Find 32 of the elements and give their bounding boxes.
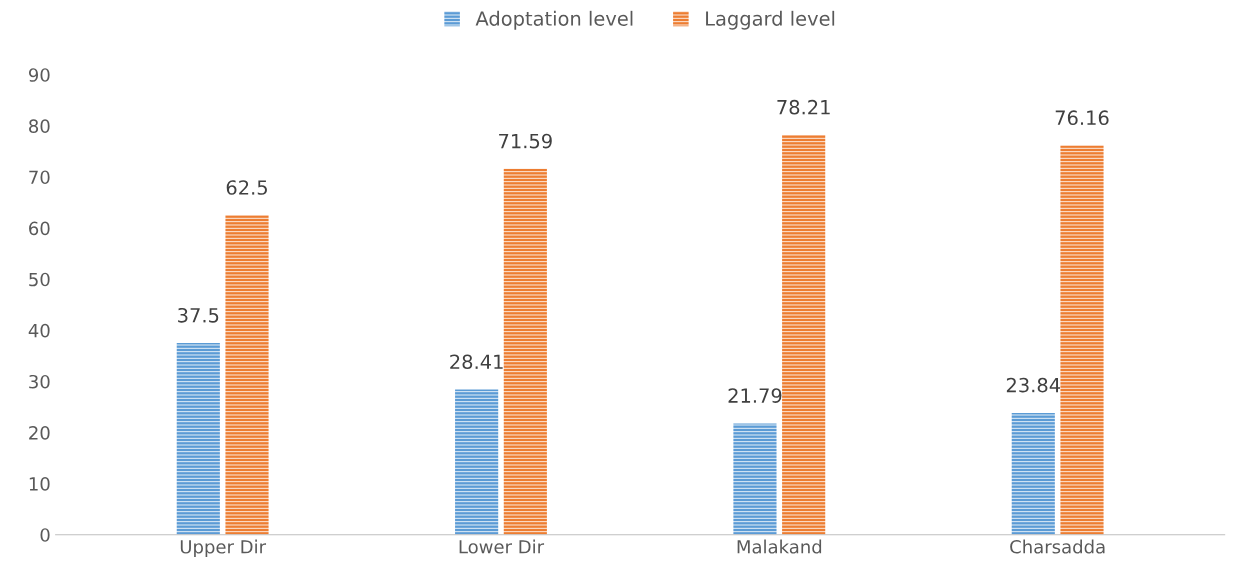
legend-label: Laggard level (706, 10, 835, 30)
bar (733, 423, 777, 535)
data-label: 37.5 (178, 307, 219, 323)
x-tick-label: Malakand (737, 539, 822, 554)
y-tick-label: 0 (40, 528, 50, 542)
bar (782, 135, 826, 535)
y-tick-label: 70 (29, 170, 50, 185)
data-label: 71.59 (499, 133, 552, 149)
data-label: 62.5 (226, 180, 267, 195)
y-tick-label: 10 (29, 477, 50, 491)
bar (1060, 145, 1104, 535)
y-tick-label: 20 (29, 425, 50, 440)
x-tick-label: Charsadda (1010, 539, 1105, 554)
data-label: 76.16 (1055, 110, 1109, 126)
y-tick-label: 40 (28, 323, 50, 338)
y-tick-label: 30 (29, 374, 50, 389)
bar (1011, 412, 1055, 535)
data-label: 21.79 (728, 388, 782, 403)
y-tick-label: 80 (29, 119, 50, 133)
data-label: 78.21 (777, 99, 830, 115)
bar (503, 168, 547, 535)
y-tick-label: 50 (29, 272, 50, 287)
data-label: 28.41 (450, 354, 503, 370)
data-label: 23.84 (1006, 377, 1061, 393)
bar (176, 343, 220, 535)
x-tick-label: Upper Dir (180, 539, 267, 558)
legend-label: Adoptation level (475, 10, 633, 30)
bar (455, 389, 499, 535)
bar (225, 215, 269, 535)
x-tick-label: Lower Dir (459, 539, 545, 554)
y-tick-label: 90 (28, 68, 50, 82)
y-tick-label: 60 (29, 221, 50, 236)
